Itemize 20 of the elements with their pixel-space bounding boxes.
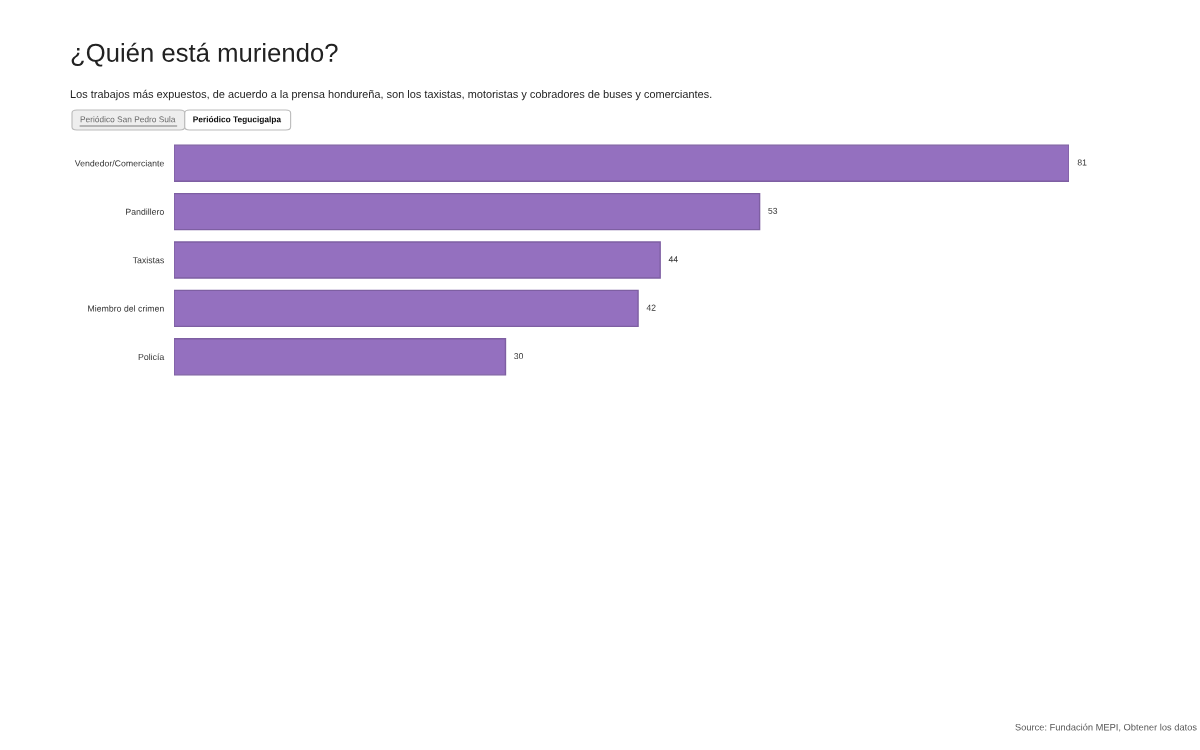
bar	[174, 241, 661, 279]
data-label: 44	[668, 256, 678, 263]
bar	[174, 289, 639, 328]
chart-title: ¿Quién está muriendo?	[71, 42, 338, 67]
y-tick-label: Miembro del crimen	[88, 305, 164, 312]
y-tick-label: Vendedor/Comerciante	[74, 160, 164, 167]
y-tick-label: Taxistas	[132, 256, 164, 264]
data-label: 42	[646, 304, 656, 311]
bar	[174, 144, 1069, 182]
data-label: 81	[1077, 159, 1087, 166]
y-tick-label: Pandillero	[126, 208, 164, 215]
source-note: Source: Fundación MEPI, Obtener los datos	[1015, 723, 1197, 732]
chart-subtitle: Los trabajos más expuestos, de acuerdo a la prensa hondureña, son los taxistas, motoristas y cobradores de buses y comerciantes.	[70, 89, 712, 101]
text: Periódico San Pedro Sula	[80, 116, 176, 123]
data-label: 53	[768, 207, 778, 214]
y-tick-label: Policía	[138, 353, 165, 361]
bar	[174, 338, 507, 376]
data-label: 30	[514, 353, 524, 360]
text: Periódico Tegucigalpa	[193, 116, 282, 124]
bar	[174, 192, 761, 231]
